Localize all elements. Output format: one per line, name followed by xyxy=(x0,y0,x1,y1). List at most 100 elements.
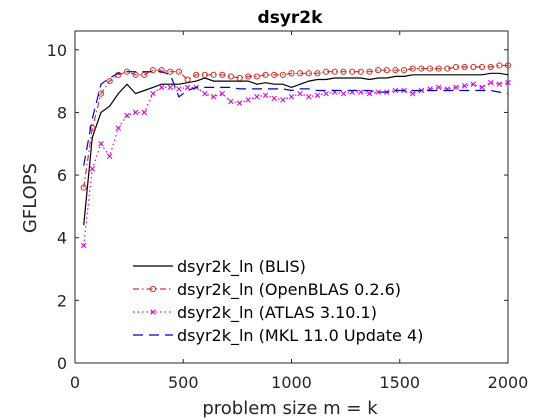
series-3-point xyxy=(340,90,347,97)
x-tick-label: 0 xyxy=(70,373,80,392)
x-marker-stroke xyxy=(366,90,373,97)
series-3-point xyxy=(210,94,217,100)
series-2-point xyxy=(149,67,157,74)
series-2-point xyxy=(262,71,269,78)
series-3-point xyxy=(314,92,321,98)
x-marker-stroke xyxy=(297,90,303,97)
series-2-point xyxy=(444,65,451,72)
x-marker-stroke xyxy=(358,89,364,95)
y-tick-label: 4 xyxy=(57,229,67,248)
x-marker-stroke xyxy=(236,100,243,106)
x-marker-stroke xyxy=(115,125,122,131)
y-tick-label: 10 xyxy=(47,41,67,60)
series-2-point xyxy=(167,68,174,75)
series-2-point xyxy=(271,71,278,78)
series-3-point xyxy=(202,90,208,97)
x-tick-label: 2000 xyxy=(488,373,529,392)
series-line-1 xyxy=(83,72,509,226)
x-marker-stroke xyxy=(210,94,217,100)
legend: dsyr2k_ln (BLIS) dsyr2k_ln (OpenBLAS 0.2.… xyxy=(133,257,423,346)
series-2-point xyxy=(288,70,295,77)
series-2-point xyxy=(219,71,226,78)
legend-entry-3: dsyr2k_ln (ATLAS 3.10.1) xyxy=(133,303,377,323)
y-tick-label: 6 xyxy=(57,166,67,185)
x-marker-stroke xyxy=(461,83,468,89)
series-2-point xyxy=(418,65,425,72)
x-marker-stroke xyxy=(435,84,442,91)
x-marker-stroke xyxy=(262,92,269,98)
series-2-point xyxy=(435,65,442,72)
x-marker-stroke xyxy=(167,84,174,91)
x-marker-stroke xyxy=(219,90,225,97)
series-3-point xyxy=(479,84,485,91)
series-2-point xyxy=(340,68,347,75)
x-marker-stroke xyxy=(80,242,87,249)
x-marker-stroke xyxy=(141,109,148,116)
series-2-point xyxy=(201,71,208,78)
x-marker-stroke xyxy=(98,141,104,147)
series-2-point xyxy=(375,67,382,74)
x-marker-stroke xyxy=(470,81,477,87)
x-marker-stroke xyxy=(375,89,381,95)
series-line-2 xyxy=(83,64,508,188)
x-marker-stroke xyxy=(228,98,234,105)
series-3-point xyxy=(106,153,113,160)
series-3-point xyxy=(306,94,312,100)
series-3-point xyxy=(176,86,182,92)
series-3-point xyxy=(358,89,364,95)
legend-label-3: dsyr2k_ln (ATLAS 3.10.1) xyxy=(177,303,377,323)
series-2-point xyxy=(305,70,312,77)
series-3-point xyxy=(80,242,87,249)
series-2-point xyxy=(210,71,217,78)
series-3-point xyxy=(98,141,104,147)
x-marker-stroke xyxy=(479,84,485,91)
series-line-3 xyxy=(83,82,509,246)
x-tick-label: 1500 xyxy=(379,373,420,392)
series-3-point xyxy=(228,98,234,105)
x-marker-stroke xyxy=(340,90,347,97)
series-line-4 xyxy=(83,71,509,166)
y-axis-label: GFLOPS xyxy=(20,163,41,233)
series-3-point xyxy=(236,100,243,106)
series-3-point xyxy=(288,94,295,100)
legend-entry-1: dsyr2k_ln (BLIS) xyxy=(133,257,306,277)
series-3-point xyxy=(496,81,503,87)
series-2-point xyxy=(366,68,373,75)
x-marker-stroke xyxy=(288,94,295,100)
series-3-point xyxy=(297,90,303,97)
series-3-point xyxy=(280,97,286,103)
series-2-point xyxy=(383,67,390,74)
series-3-point xyxy=(487,79,494,86)
series-2-point xyxy=(106,78,113,85)
series-2-point xyxy=(461,63,468,71)
series-2-point xyxy=(193,71,200,78)
x-marker-stroke xyxy=(496,81,503,87)
x-marker-stroke xyxy=(106,153,113,160)
series-3-point xyxy=(141,109,148,116)
series-2-point xyxy=(426,65,434,72)
series-3-point xyxy=(124,112,130,119)
series-2-point xyxy=(349,68,356,75)
series-3-point xyxy=(323,90,329,97)
x-marker-stroke xyxy=(505,79,511,86)
series-3-point xyxy=(132,109,139,116)
x-marker-stroke xyxy=(280,97,286,103)
series-2-point xyxy=(357,68,364,75)
x-marker-stroke xyxy=(487,79,494,86)
series-3-point xyxy=(409,90,416,97)
plot-area: 0 500 1000 1500 2000 0 2 4 6 8 10 xyxy=(47,30,529,392)
series-3-point xyxy=(461,83,468,89)
x-marker-stroke xyxy=(314,92,321,98)
series-3-point xyxy=(167,84,174,91)
series-2-point xyxy=(80,184,87,191)
series-2-point xyxy=(331,68,338,75)
series-2-point xyxy=(409,65,416,72)
x-marker-stroke xyxy=(89,166,96,172)
series-3-point xyxy=(115,125,122,131)
series-2-point xyxy=(504,62,512,69)
x-marker-stroke xyxy=(245,97,251,103)
series-3-point xyxy=(89,166,96,172)
x-axis-label: problem size m = k xyxy=(202,398,378,419)
series-3-point xyxy=(245,97,251,103)
